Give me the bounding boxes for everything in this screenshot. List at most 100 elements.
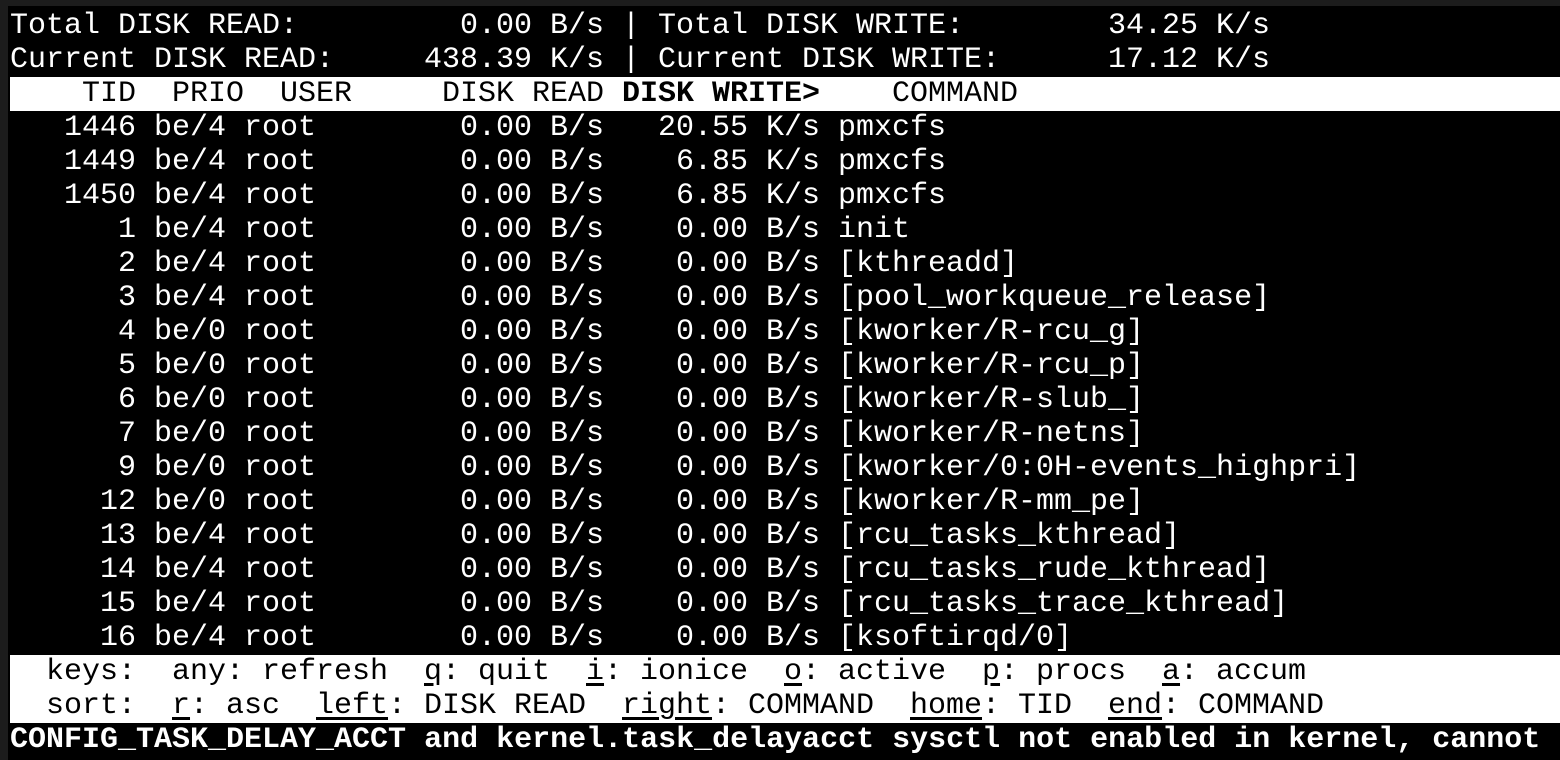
key-any-desc: : refresh	[226, 655, 389, 689]
row-user: root	[244, 383, 317, 417]
row-disk-write: 0.00 B/s	[675, 349, 820, 383]
row-user: root	[244, 451, 317, 485]
row-disk-read: 0.00 B/s	[459, 383, 604, 417]
row-tid: 12	[99, 485, 136, 519]
row-disk-write: 0.00 B/s	[675, 315, 820, 349]
row-tid: 14	[99, 553, 136, 587]
key-q[interactable]: q	[424, 655, 443, 689]
row-disk-read: 0.00 B/s	[459, 281, 604, 315]
row-user: root	[244, 315, 317, 349]
column-user[interactable]: USER	[280, 77, 353, 111]
key-i[interactable]: i	[586, 655, 605, 689]
key-o-desc: : active	[802, 655, 947, 689]
table-row[interactable]: 1 be/4 root 0.00 B/s 0.00 B/s init	[10, 213, 1560, 247]
table-row[interactable]: 1450 be/4 root 0.00 B/s 6.85 K/s pmxcfs	[10, 179, 1560, 213]
row-prio: be/4	[154, 553, 227, 587]
row-tid: 15	[99, 587, 136, 621]
row-user: root	[244, 485, 317, 519]
current-read-label: Current DISK READ:	[10, 43, 335, 77]
column-command[interactable]: COMMAND	[892, 77, 1019, 111]
table-row[interactable]: 14 be/4 root 0.00 B/s 0.00 B/s [rcu_tasks_rud…	[10, 553, 1560, 587]
row-disk-read: 0.00 B/s	[459, 145, 604, 179]
separator: |	[622, 43, 641, 77]
row-disk-write: 0.00 B/s	[675, 587, 820, 621]
row-prio: be/4	[154, 621, 227, 655]
table-row[interactable]: 12 be/0 root 0.00 B/s 0.00 B/s [kworker/R-mm_…	[10, 485, 1560, 519]
table-row[interactable]: 1449 be/4 root 0.00 B/s 6.85 K/s pmxcfs	[10, 145, 1560, 179]
row-command: [kworker/R-rcu_p]	[838, 349, 1145, 383]
total-write-value: 34.25 K/s	[1107, 9, 1270, 43]
column-disk-read[interactable]: DISK READ	[442, 77, 605, 111]
row-command: [rcu_tasks_kthread]	[838, 519, 1181, 553]
row-command: [kworker/R-slub_]	[838, 383, 1145, 417]
table-row[interactable]: 4 be/0 root 0.00 B/s 0.00 B/s [kworker/R-rcu_…	[10, 315, 1560, 349]
row-disk-write: 0.00 B/s	[675, 247, 820, 281]
row-disk-read: 0.00 B/s	[459, 315, 604, 349]
table-row[interactable]: 6 be/0 root 0.00 B/s 0.00 B/s [kworker/R-slub…	[10, 383, 1560, 417]
row-tid: 1450	[63, 179, 136, 213]
row-disk-write: 0.00 B/s	[675, 417, 820, 451]
table-row[interactable]: 1446 be/4 root 0.00 B/s 20.55 K/s pmxcfs	[10, 111, 1560, 145]
total-write-label: Total DISK WRITE:	[658, 9, 965, 43]
table-row[interactable]: 5 be/0 root 0.00 B/s 0.00 B/s [kworker/R-rcu_…	[10, 349, 1560, 383]
row-command: [kthreadd]	[838, 247, 1019, 281]
table-row[interactable]: 3 be/4 root 0.00 B/s 0.00 B/s [pool_workqueue…	[10, 281, 1560, 315]
key-q-desc: : quit	[442, 655, 551, 689]
key-p[interactable]: p	[982, 655, 1001, 689]
row-tid: 13	[99, 519, 136, 553]
key-home[interactable]: home	[910, 689, 983, 723]
row-tid: 2	[117, 247, 136, 281]
table-row[interactable]: 13 be/4 root 0.00 B/s 0.00 B/s [rcu_tasks_kth…	[10, 519, 1560, 553]
keys-line: keys: any: refresh q: quit i: ionice o: acti…	[10, 655, 1560, 689]
row-prio: be/0	[154, 417, 227, 451]
current-write-label: Current DISK WRITE:	[658, 43, 1001, 77]
key-o[interactable]: o	[784, 655, 803, 689]
key-right[interactable]: right	[622, 689, 713, 723]
row-user: root	[244, 247, 317, 281]
key-r-desc: : asc	[190, 689, 281, 723]
row-disk-write: 0.00 B/s	[675, 621, 820, 655]
key-any[interactable]: any	[172, 655, 227, 689]
column-disk-write[interactable]: DISK WRITE>	[622, 77, 821, 111]
key-left-desc: : DISK READ	[388, 689, 587, 723]
row-prio: be/4	[154, 587, 227, 621]
table-row[interactable]: 9 be/0 root 0.00 B/s 0.00 B/s [kworker/0:0H-e…	[10, 451, 1560, 485]
row-disk-write: 0.00 B/s	[675, 485, 820, 519]
key-left[interactable]: left	[316, 689, 389, 723]
warning-line: CONFIG_TASK_DELAY_ACCT and kernel.task_d…	[10, 723, 1560, 757]
row-tid: 9	[117, 451, 136, 485]
row-tid: 7	[117, 417, 136, 451]
key-a[interactable]: a	[1162, 655, 1181, 689]
table-row[interactable]: 7 be/0 root 0.00 B/s 0.00 B/s [kworker/R-netn…	[10, 417, 1560, 451]
table-row[interactable]: 15 be/4 root 0.00 B/s 0.00 B/s [rcu_tasks_tra…	[10, 587, 1560, 621]
total-read-value: 0.00 B/s	[459, 9, 604, 43]
row-prio: be/4	[154, 247, 227, 281]
iotop-terminal[interactable]: Total DISK READ: 0.00 B/s | Total DISK WRIT…	[8, 6, 1560, 760]
row-prio: be/4	[154, 281, 227, 315]
row-disk-write: 0.00 B/s	[675, 451, 820, 485]
row-user: root	[244, 111, 317, 145]
row-prio: be/0	[154, 349, 227, 383]
row-prio: be/4	[154, 179, 227, 213]
row-disk-write: 6.85 K/s	[675, 179, 820, 213]
table-row[interactable]: 16 be/4 root 0.00 B/s 0.00 B/s [ksoftirqd/0]	[10, 621, 1560, 655]
row-tid: 6	[117, 383, 136, 417]
column-tid[interactable]: TID	[82, 77, 137, 111]
row-disk-read: 0.00 B/s	[459, 621, 604, 655]
key-end-desc: : COMMAND	[1162, 689, 1325, 723]
table-row[interactable]: 2 be/4 root 0.00 B/s 0.00 B/s [kthreadd]	[10, 247, 1560, 281]
row-tid: 5	[117, 349, 136, 383]
row-disk-write: 20.55 K/s	[657, 111, 820, 145]
row-prio: be/0	[154, 451, 227, 485]
column-prio[interactable]: PRIO	[172, 77, 245, 111]
row-command: [kworker/R-rcu_g]	[838, 315, 1145, 349]
current-write-value: 17.12 K/s	[1107, 43, 1270, 77]
row-prio: be/4	[154, 145, 227, 179]
key-r[interactable]: r	[172, 689, 191, 723]
key-end[interactable]: end	[1108, 689, 1163, 723]
row-command: [kworker/R-netns]	[838, 417, 1145, 451]
row-user: root	[244, 621, 317, 655]
row-disk-read: 0.00 B/s	[459, 451, 604, 485]
row-tid: 4	[117, 315, 136, 349]
row-disk-write: 0.00 B/s	[675, 213, 820, 247]
